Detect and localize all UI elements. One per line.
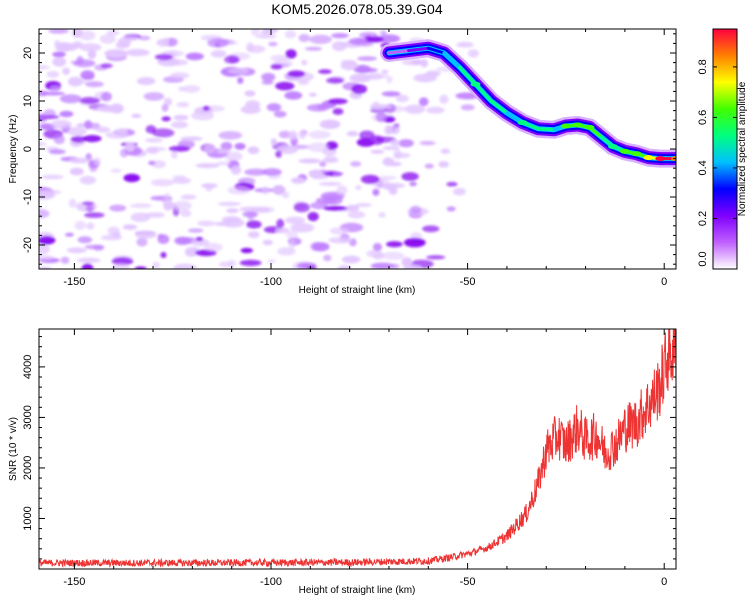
snr-x-tick-label: -150 <box>63 576 85 588</box>
spectrogram-ridge-peak <box>655 156 666 162</box>
spectrogram-y-tick-label: 0 <box>22 146 34 152</box>
spectrogram-x-tick-label: -150 <box>63 276 85 288</box>
snr-y-tick-label: 4000 <box>22 355 34 379</box>
colorbar-ticks: 0.0 0.2 0.4 0.6 0.8 <box>697 59 737 270</box>
spectrogram-ridge-peak <box>584 124 595 130</box>
spectrogram-noise <box>39 29 480 269</box>
colorbar-tick-label: 0.4 <box>697 160 709 175</box>
spectrogram-ridge-segment <box>442 51 462 69</box>
spectrogram-ridge-segment <box>387 49 411 55</box>
spectrogram-x-tick-label: -100 <box>260 276 282 288</box>
colorbar-tick-label: 0.6 <box>697 110 709 125</box>
snr-series-line <box>39 329 676 569</box>
spectrogram-ridge-peak <box>572 122 583 128</box>
snr-x-tick-label: 0 <box>661 576 667 588</box>
spectrogram-ridge-segment <box>458 65 477 86</box>
snr-plot-area <box>39 329 676 569</box>
spectrogram-ridge-peak <box>470 81 481 87</box>
snr-y-tick-label: 2000 <box>22 456 34 480</box>
spectrogram-ridge-segment <box>489 99 509 115</box>
snr-x-tick-label: -50 <box>460 576 476 588</box>
spectrogram-y-tick-label: -10 <box>22 189 34 205</box>
colorbar-tick-label: 0.2 <box>697 211 709 226</box>
snr-y-tick-label: 1000 <box>22 506 34 530</box>
colorbar: 0.0 0.2 0.4 0.6 0.8 Normalized spectral ampl… <box>697 28 748 270</box>
spectrogram-ridge-peak <box>608 144 619 150</box>
spectrogram-ridge-peak <box>517 120 528 126</box>
snr-y-label: SNR (10 * v/v) <box>8 417 19 481</box>
colorbar-label: Normalized spectral amplitude <box>737 81 748 216</box>
spectrogram-ridge-segment <box>536 127 556 132</box>
spectrogram-y-tick-label: -20 <box>22 237 34 253</box>
spectrogram-ridge-segment <box>407 46 430 53</box>
spectrogram-ridge-peak <box>560 123 571 129</box>
snr-panel: -150 -100 -50 0 1000 2000 3000 4000 Height of s… <box>8 328 677 596</box>
spectrogram-ridge-peak <box>619 148 630 154</box>
spectrogram-y-label: Frequency (Hz) <box>8 115 19 184</box>
spectrogram-ridge-segment <box>474 82 493 103</box>
snr-x-tick-label: -100 <box>260 576 282 588</box>
spectrogram-x-tick-label: -50 <box>460 276 476 288</box>
spectrogram-x-label: Height of straight line (km) <box>299 285 416 296</box>
chart-title: KOM5.2026.078.05.39.G04 <box>271 1 442 17</box>
colorbar-tick-label: 0.8 <box>697 59 709 74</box>
spectrogram-plot-area <box>39 29 676 269</box>
colorbar-frame <box>712 28 738 270</box>
spectrogram-y-tick-label: 10 <box>22 95 34 107</box>
spectrogram-ridge-peak <box>631 151 642 157</box>
colorbar-gradient <box>713 29 737 269</box>
snr-ticks: -150 -100 -50 0 1000 2000 3000 4000 <box>22 329 676 588</box>
colorbar-tick-label: 0.0 <box>697 251 709 266</box>
spectrogram-y-tick-label: 20 <box>22 47 34 59</box>
snr-y-tick-label: 3000 <box>22 405 34 429</box>
spectrogram-ridge-peak <box>643 155 654 161</box>
spectrogram-x-tick-label: 0 <box>661 276 667 288</box>
snr-frame <box>38 328 677 570</box>
snr-x-label: Height of straight line (km) <box>299 585 416 596</box>
spectrogram-ridge-segment <box>426 46 446 55</box>
